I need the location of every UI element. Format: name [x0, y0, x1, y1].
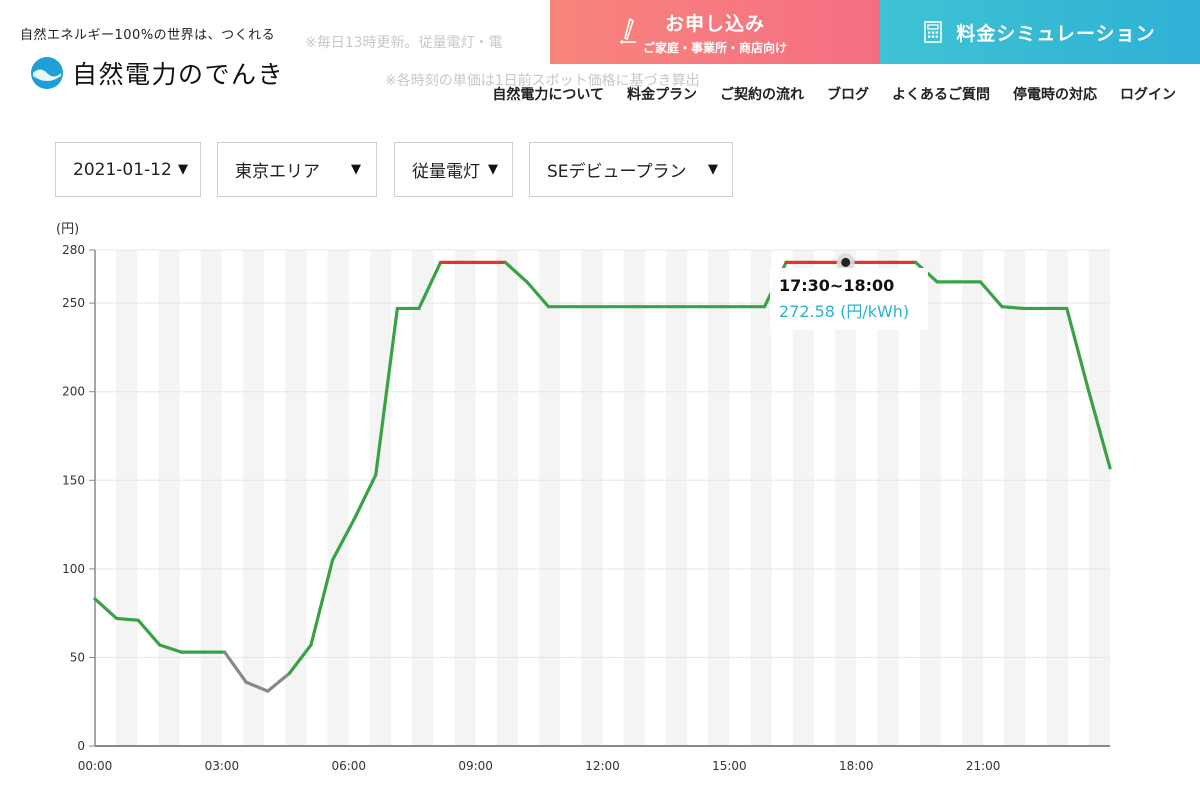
x-tick-label: 06:00: [331, 759, 366, 773]
y-tick-label: 280: [62, 243, 85, 257]
date-select-value: 2021-01-12: [73, 159, 172, 180]
price-line-segment: [374, 306, 399, 477]
grid-stripe: [835, 250, 857, 746]
caret-down-icon: ▼: [708, 162, 718, 177]
calculator-icon: [924, 21, 943, 43]
chart-tooltip: 17:30~18:00 272.58 (円/kWh): [770, 268, 928, 330]
grid-stripe: [200, 250, 222, 746]
price-line-segment: [244, 680, 270, 693]
caret-down-icon: ▼: [488, 162, 498, 177]
area-select[interactable]: 東京エリア ▼: [217, 142, 377, 197]
grid-stripe: [1046, 250, 1068, 746]
caret-down-icon: ▼: [351, 162, 361, 177]
price-line-segment: [503, 260, 529, 284]
nav-faq[interactable]: よくあるご質問: [892, 87, 990, 103]
grid-stripe: [327, 250, 349, 746]
y-tick-label: 250: [62, 296, 85, 310]
grid-stripe: [623, 250, 645, 746]
price-line-segment: [352, 473, 378, 521]
y-tick-label: 0: [77, 739, 85, 753]
background-notice: ※毎日13時更新。従量電灯・電: [305, 35, 503, 51]
x-tick-label: 03:00: [205, 759, 240, 773]
area-select-value: 東京エリア: [235, 162, 320, 182]
price-line-segment: [93, 597, 119, 621]
logo-text: 自然電力のでんき: [72, 60, 285, 89]
price-line-segment: [1065, 306, 1091, 392]
grid-stripe: [539, 250, 561, 746]
y-tick-label: 100: [62, 562, 85, 576]
x-tick-label: 15:00: [712, 759, 747, 773]
price-line-segment: [287, 643, 313, 675]
pen-icon: [620, 18, 636, 44]
plan-select[interactable]: SEデビュープラン ▼: [529, 142, 733, 197]
x-tick-label: 00:00: [78, 759, 113, 773]
nav-login[interactable]: ログイン: [1120, 87, 1176, 103]
price-line-segment: [309, 558, 335, 647]
tooltip-value: 272.58 (円/kWh): [779, 302, 910, 321]
simulation-button[interactable]: 料金シミュレーション: [880, 0, 1200, 64]
grid-stripe: [1004, 250, 1026, 746]
grid-stripe: [750, 250, 772, 746]
price-line-segment: [978, 280, 1004, 309]
nav-plans[interactable]: 料金プラン: [627, 87, 697, 103]
highlight-point: [841, 257, 851, 267]
apply-button-sublabel: ご家庭・事業所・商店向け: [642, 40, 787, 55]
price-line-segment: [158, 643, 183, 654]
grid-stripe: [581, 250, 603, 746]
main-nav: 自然電力について 料金プラン ご契約の流れ ブログ よくあるご質問 停電時の対応…: [469, 84, 1176, 104]
x-tick-label: 12:00: [585, 759, 620, 773]
price-line-segment: [136, 618, 162, 647]
grid-stripe: [285, 250, 307, 746]
grid-stripe: [919, 250, 941, 746]
y-axis-unit: (円): [56, 222, 80, 237]
nav-outage[interactable]: 停電時の対応: [1013, 87, 1097, 103]
grid-stripe: [792, 250, 814, 746]
apply-button[interactable]: お申し込み ご家庭・事業所・商店向け: [550, 0, 880, 64]
y-tick-label: 150: [62, 473, 85, 487]
price-line-segment: [1086, 388, 1112, 470]
background-notice: ※各時刻の単価は1日前スポット価格に基づき算出: [385, 73, 700, 89]
nav-about[interactable]: 自然電力について: [492, 87, 604, 103]
grid-stripe: [243, 250, 265, 746]
price-line-segment: [266, 671, 291, 693]
x-tick-label: 21:00: [966, 759, 1001, 773]
price-line-segment: [525, 280, 551, 309]
price-line-segment: [330, 517, 356, 562]
contract-type-select[interactable]: 従量電灯 ▼: [394, 142, 513, 197]
caret-down-icon: ▼: [178, 162, 188, 177]
price-line-segment: [222, 650, 248, 684]
contract-type-select-value: 従量電灯: [412, 162, 480, 182]
grid-stripe: [369, 250, 392, 746]
x-tick-label: 09:00: [458, 759, 493, 773]
price-chart[interactable]: 0 50 100 150 200 250 280 00:00 03:00 06:00 09:00 12…: [0, 210, 1200, 789]
x-tick-label: 18:00: [839, 759, 874, 773]
grid-stripe: [708, 250, 730, 746]
logo[interactable]: 自然電力のでんき: [30, 55, 284, 91]
grid-stripe: [158, 250, 180, 746]
tagline: 自然エネルギー100%の世界は、つくれる: [20, 28, 276, 43]
grid-stripe: [454, 250, 476, 746]
grid-stripe: [412, 250, 434, 746]
y-tick-label: 50: [70, 650, 85, 664]
simulation-button-label: 料金シミュレーション: [956, 22, 1156, 45]
grid-stripe: [961, 250, 984, 746]
grid-stripe: [1088, 250, 1110, 746]
grid-stripe: [116, 250, 138, 746]
grid-stripe: [496, 250, 518, 746]
tooltip-time: 17:30~18:00: [779, 276, 895, 295]
price-line-segment: [1000, 305, 1026, 311]
apply-button-label: お申し込み: [664, 12, 765, 35]
logo-drop-icon: [31, 57, 63, 89]
nav-blog[interactable]: ブログ: [827, 87, 869, 103]
y-tick-label: 200: [62, 385, 85, 399]
price-line-segment: [417, 260, 443, 311]
nav-contract-flow[interactable]: ご契約の流れ: [720, 87, 804, 103]
grid-stripe: [665, 250, 688, 746]
plan-select-value: SEデビュープラン: [547, 162, 687, 182]
grid-stripe: [877, 250, 899, 746]
date-select[interactable]: 2021-01-12 ▼: [55, 142, 201, 197]
price-line-segment: [114, 616, 140, 622]
